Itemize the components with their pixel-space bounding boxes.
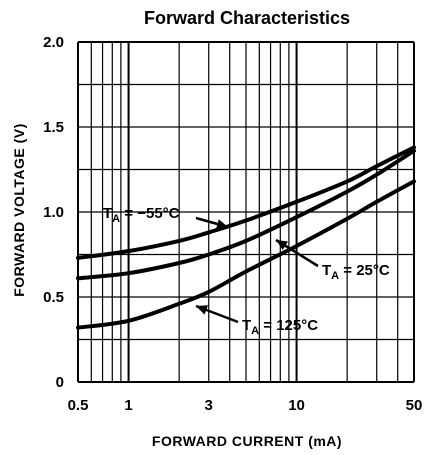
y-tick-label-0: 0 <box>56 374 64 391</box>
y-tick-label-1: 0.5 <box>43 289 64 306</box>
series-label-sub-0: A <box>112 213 120 225</box>
curves <box>76 145 416 330</box>
series-label-main-2: T <box>242 317 251 334</box>
series-label-rest-2: = 125°C <box>259 317 318 334</box>
series-line-1 <box>76 148 416 281</box>
x-tick-label-1: 1 <box>124 397 132 414</box>
series-label-main-1: T <box>322 262 331 279</box>
series-arrowhead-2 <box>196 305 209 315</box>
series-label-sub-1: A <box>331 270 339 282</box>
series-label-main-0: T <box>103 205 112 222</box>
series-arrowhead-1 <box>276 240 288 251</box>
y-axis-label: FORWARD VOLTAGE (V) <box>11 123 27 297</box>
x-tick-label-3: 10 <box>288 397 305 414</box>
y-tick-label-4: 2.0 <box>43 34 64 51</box>
series-label-rest-1: = 25°C <box>339 262 390 279</box>
series-line-2 <box>76 179 416 330</box>
annotations: TA = −55°CTA = 25°CTA = 125°C <box>103 205 390 337</box>
x-tick-label-4: 50 <box>406 397 423 414</box>
x-tick-label-0: 0.5 <box>68 397 89 414</box>
y-tick-label-3: 1.5 <box>43 119 64 136</box>
series-label-2: TA = 125°C <box>242 317 318 337</box>
grid <box>77 41 415 383</box>
x-axis-label: FORWARD CURRENT (mA) <box>152 433 342 449</box>
series-label-sub-2: A <box>251 325 259 337</box>
series-label-rest-0: = −55°C <box>120 205 180 222</box>
y-tick-labels: 0 0.5 1.0 1.5 2.0 <box>43 34 64 391</box>
y-tick-label-2: 1.0 <box>43 204 64 221</box>
series-label-1: TA = 25°C <box>322 262 390 282</box>
x-tick-label-2: 3 <box>205 397 213 414</box>
x-tick-labels: 0.5 1 3 10 50 <box>68 397 423 414</box>
series-arrowhead-0 <box>216 219 228 229</box>
series-line-0 <box>76 145 416 260</box>
series-label-0: TA = −55°C <box>103 205 180 225</box>
chart-title: Forward Characteristics <box>144 8 350 28</box>
